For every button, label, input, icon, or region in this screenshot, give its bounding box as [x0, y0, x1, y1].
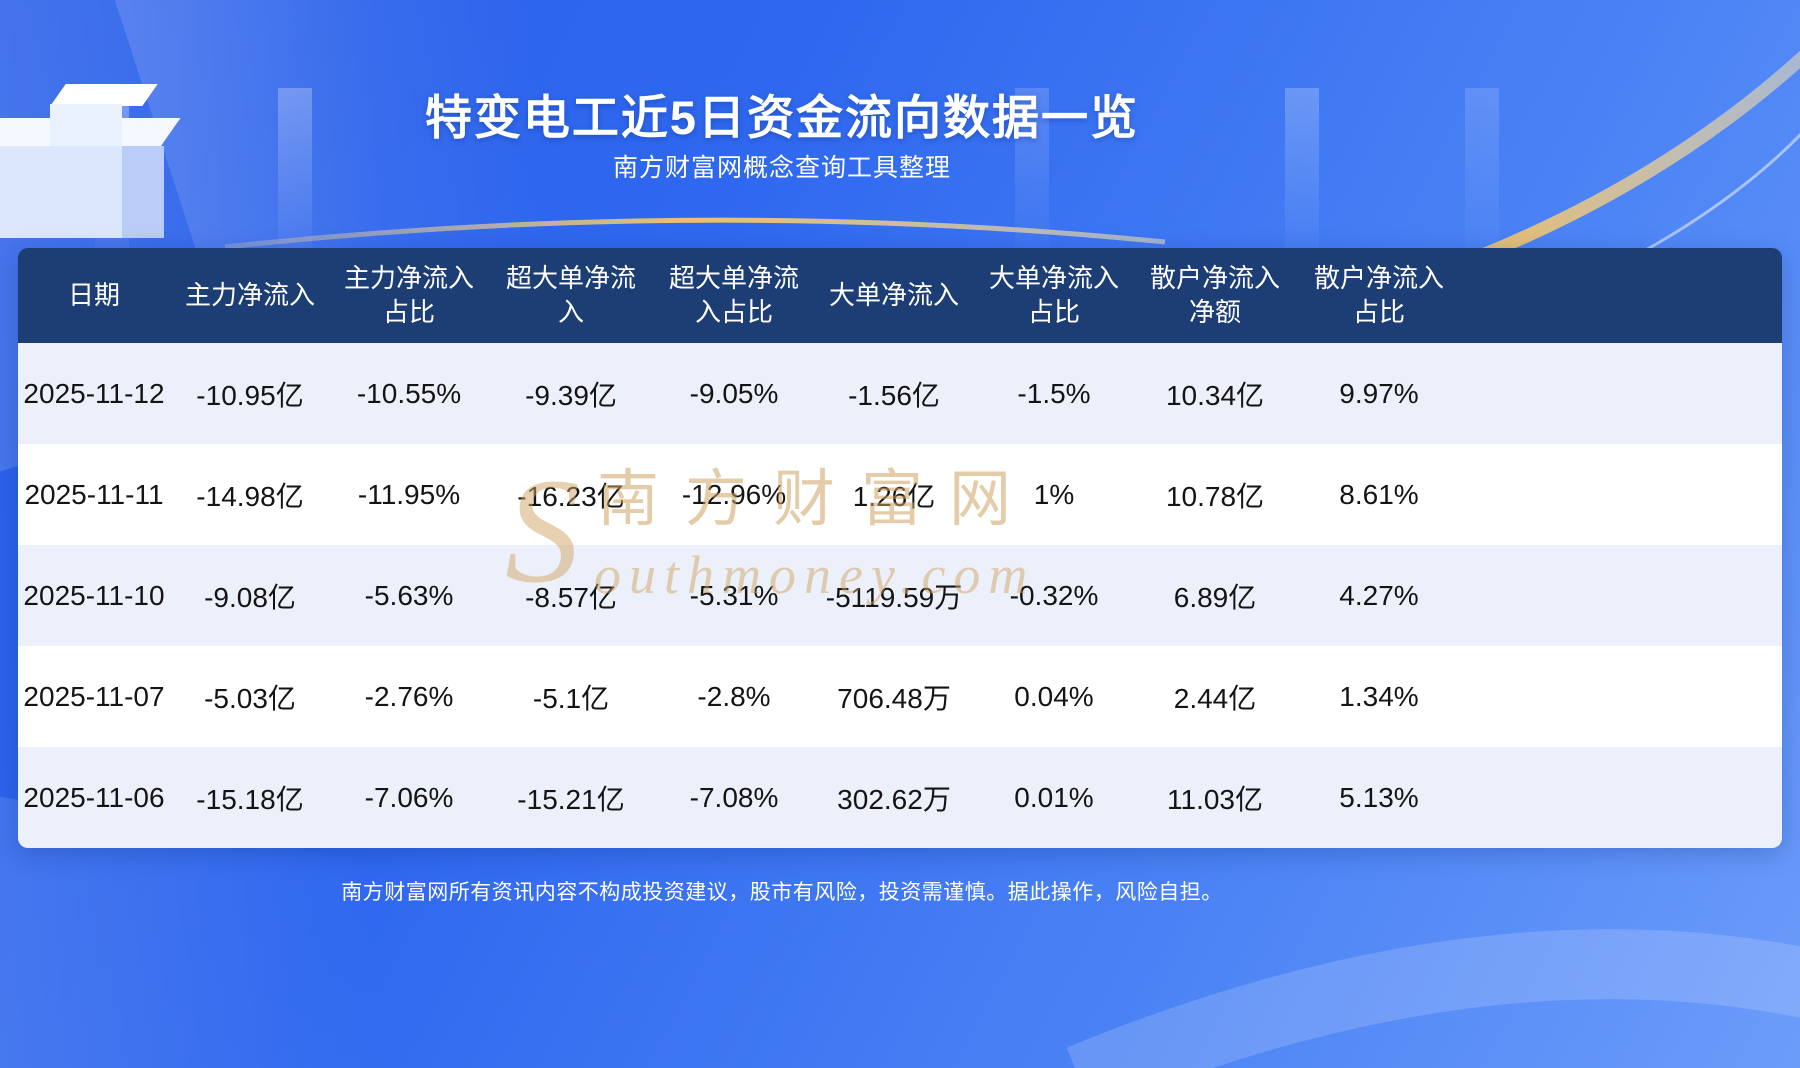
table-row: 2025-11-12 -10.95亿 -10.55% -9.39亿 -9.05%…	[18, 343, 1782, 444]
cell-value: 302.62万	[814, 747, 974, 848]
page-title: 特变电工近5日资金流向数据一览	[424, 91, 1140, 145]
cell-value: -14.98亿	[170, 444, 330, 545]
cell-spacer	[1462, 545, 1782, 646]
cell-value: -2.76%	[330, 646, 488, 747]
table-row: 2025-11-11 -14.98亿 -11.95% -16.23亿 -12.9…	[18, 444, 1782, 545]
cell-date: 2025-11-12	[18, 343, 170, 444]
cell-value: 4.27%	[1296, 545, 1462, 646]
cell-value: 10.34亿	[1134, 343, 1296, 444]
column-header-large-order-net-inflow-ratio: 大单净流入 占比	[974, 248, 1134, 343]
header-row: 日期 主力净流入 主力净流入 占比 超大单净流 入 超大单净流 入占比 大单净流…	[18, 248, 1782, 343]
cell-value: -10.95亿	[170, 343, 330, 444]
cell-value: -5.03亿	[170, 646, 330, 747]
cell-value: -9.05%	[654, 343, 814, 444]
cell-value: -2.8%	[654, 646, 814, 747]
disclaimer-text: 南方财富网所有资讯内容不构成投资建议，股市有风险，投资需谨慎。据此操作，风险自担…	[341, 881, 1223, 904]
spacer-column	[1462, 248, 1782, 343]
cell-value: 0.01%	[974, 747, 1134, 848]
cell-value: -5119.59万	[814, 545, 974, 646]
cell-value: 10.78亿	[1134, 444, 1296, 545]
cell-value: 6.89亿	[1134, 545, 1296, 646]
cell-date: 2025-11-10	[18, 545, 170, 646]
isometric-blocks-decoration	[0, 84, 220, 246]
cell-date: 2025-11-06	[18, 747, 170, 848]
cell-value: 1.34%	[1296, 646, 1462, 747]
capital-flow-table-container: 日期 主力净流入 主力净流入 占比 超大单净流 入 超大单净流 入占比 大单净流…	[18, 248, 1782, 848]
cell-spacer	[1462, 343, 1782, 444]
cell-value: -0.32%	[974, 545, 1134, 646]
column-header-xl-order-net-inflow-ratio: 超大单净流 入占比	[654, 248, 814, 343]
cell-date: 2025-11-11	[18, 444, 170, 545]
cell-value: 706.48万	[814, 646, 974, 747]
cell-value: 1%	[974, 444, 1134, 545]
cell-value: -7.08%	[654, 747, 814, 848]
cell-value: -5.1亿	[488, 646, 654, 747]
table-row: 2025-11-10 -9.08亿 -5.63% -8.57亿 -5.31% -…	[18, 545, 1782, 646]
cell-value: 0.04%	[974, 646, 1134, 747]
column-header-date: 日期	[18, 248, 170, 343]
cell-value: -12.96%	[654, 444, 814, 545]
cell-value: 11.03亿	[1134, 747, 1296, 848]
page-subtitle: 南方财富网概念查询工具整理	[612, 154, 951, 182]
cell-value: 8.61%	[1296, 444, 1462, 545]
cell-value: -1.5%	[974, 343, 1134, 444]
cell-date: 2025-11-07	[18, 646, 170, 747]
cell-value: -11.95%	[330, 444, 488, 545]
column-header-large-order-net-inflow: 大单净流入	[814, 248, 974, 343]
cell-value: -9.08亿	[170, 545, 330, 646]
cell-spacer	[1462, 444, 1782, 545]
table-row: 2025-11-06 -15.18亿 -7.06% -15.21亿 -7.08%…	[18, 747, 1782, 848]
capital-flow-table: 日期 主力净流入 主力净流入 占比 超大单净流 入 超大单净流 入占比 大单净流…	[18, 248, 1782, 848]
cell-value: 9.97%	[1296, 343, 1462, 444]
table-row: 2025-11-07 -5.03亿 -2.76% -5.1亿 -2.8% 706…	[18, 646, 1782, 747]
cell-value: 1.26亿	[814, 444, 974, 545]
cell-value: -5.31%	[654, 545, 814, 646]
column-header-retail-net-inflow: 散户净流入 净额	[1134, 248, 1296, 343]
cell-value: -5.63%	[330, 545, 488, 646]
cell-value: 2.44亿	[1134, 646, 1296, 747]
column-header-main-net-inflow-ratio: 主力净流入 占比	[330, 248, 488, 343]
cell-value: -16.23亿	[488, 444, 654, 545]
column-header-xl-order-net-inflow: 超大单净流 入	[488, 248, 654, 343]
cell-value: 5.13%	[1296, 747, 1462, 848]
column-header-retail-net-inflow-ratio: 散户净流入 占比	[1296, 248, 1462, 343]
cell-value: -10.55%	[330, 343, 488, 444]
cell-value: -1.56亿	[814, 343, 974, 444]
cell-value: -7.06%	[330, 747, 488, 848]
column-header-main-net-inflow: 主力净流入	[170, 248, 330, 343]
cell-value: -15.18亿	[170, 747, 330, 848]
cell-value: -8.57亿	[488, 545, 654, 646]
cell-value: -9.39亿	[488, 343, 654, 444]
cell-value: -15.21亿	[488, 747, 654, 848]
cell-spacer	[1462, 747, 1782, 848]
cell-spacer	[1462, 646, 1782, 747]
